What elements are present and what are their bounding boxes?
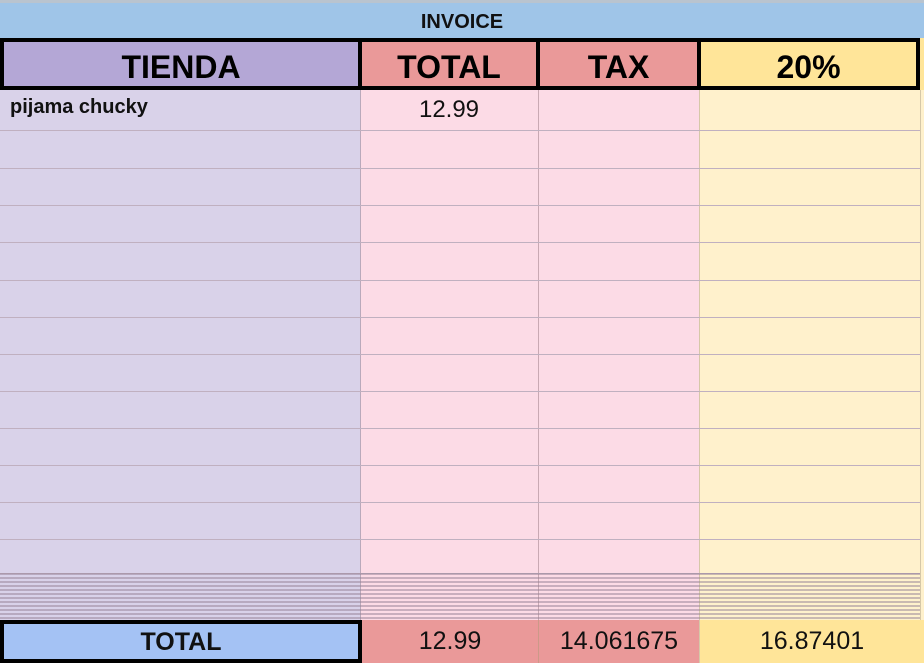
- row-line: [0, 242, 920, 243]
- item-total-cell[interactable]: 12.99: [418, 96, 480, 123]
- rate-column: [699, 90, 920, 620]
- total-column: [360, 90, 538, 620]
- column-divider: [699, 90, 700, 620]
- row-line: [0, 391, 920, 392]
- row-line: [0, 205, 920, 206]
- totals-rate[interactable]: 16.87401: [699, 620, 924, 663]
- row-line: [0, 354, 920, 355]
- row-line: [0, 280, 920, 281]
- header-tax[interactable]: TAX: [536, 38, 701, 90]
- extra-column: [920, 90, 924, 620]
- store-column: [0, 90, 360, 620]
- hidden-rows: [0, 573, 920, 619]
- header-tienda[interactable]: TIENDA: [0, 38, 362, 90]
- header-extra-cell: [920, 38, 924, 90]
- row-line: [0, 130, 920, 131]
- column-divider: [538, 90, 539, 620]
- column-divider: [360, 90, 361, 620]
- row-line: [0, 502, 920, 503]
- totals-total[interactable]: 12.99: [362, 620, 538, 663]
- row-line: [0, 317, 920, 318]
- totals-label[interactable]: TOTAL: [0, 620, 362, 663]
- item-store-cell[interactable]: pijama chucky: [10, 96, 148, 118]
- row-line: [0, 168, 920, 169]
- invoice-title[interactable]: INVOICE: [0, 0, 924, 38]
- header-total[interactable]: TOTAL: [358, 38, 540, 90]
- header-rate[interactable]: 20%: [697, 38, 920, 90]
- row-line: [0, 539, 920, 540]
- column-divider: [920, 90, 921, 620]
- tax-column: [538, 90, 699, 620]
- row-line: [0, 428, 920, 429]
- totals-tax[interactable]: 14.061675: [538, 620, 699, 663]
- row-line: [0, 465, 920, 466]
